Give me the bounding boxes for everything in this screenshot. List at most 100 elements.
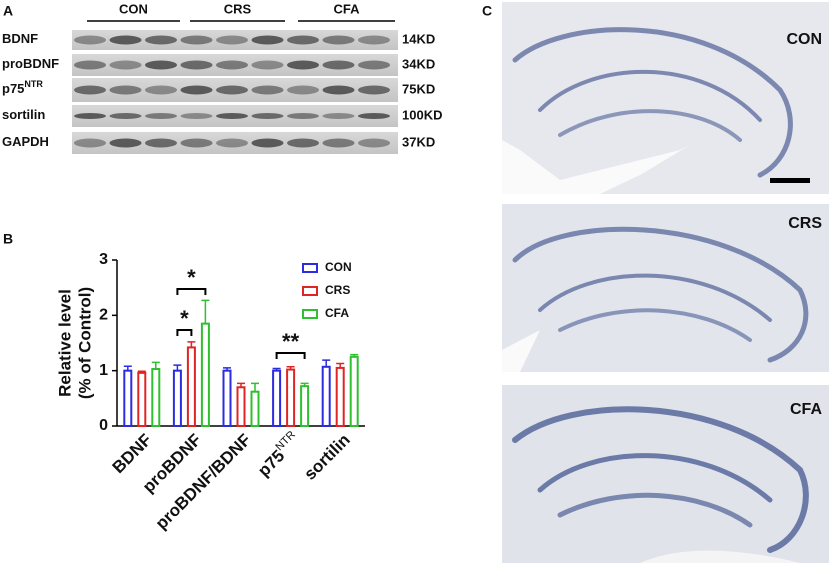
sig-bracket xyxy=(176,329,193,336)
bar xyxy=(137,371,147,428)
bar xyxy=(321,365,331,427)
blot-band xyxy=(109,35,142,45)
blot-size-label: 75KD xyxy=(402,81,435,96)
bar xyxy=(349,355,359,428)
blot-size-label: 100KD xyxy=(402,107,442,122)
blot-band xyxy=(322,113,355,119)
y-axis-label: Relative level xyxy=(55,289,74,397)
x-tick-text: sortilin xyxy=(301,431,355,485)
group-label: CRS xyxy=(224,1,252,16)
blot-row-label: p75NTR xyxy=(2,79,43,96)
blot-band xyxy=(180,113,213,119)
bar xyxy=(151,368,161,427)
error-bar xyxy=(151,361,160,370)
blot-band xyxy=(287,138,319,148)
blot-size-label: 37KD xyxy=(402,134,435,149)
blot-band xyxy=(145,85,177,95)
y-tick-label: 1 xyxy=(99,362,108,379)
blot-size-label: 14KD xyxy=(402,31,435,46)
blot-band xyxy=(358,60,390,70)
blot-band xyxy=(358,85,390,95)
blot-band xyxy=(74,35,106,45)
blot-band xyxy=(358,113,390,119)
blot-band xyxy=(145,60,177,70)
bar xyxy=(335,366,345,427)
bar xyxy=(200,322,210,427)
blot-band xyxy=(145,35,177,45)
bar xyxy=(272,369,282,427)
legend-label: CFA xyxy=(325,306,349,320)
panel-label: A xyxy=(3,3,13,19)
blot-band xyxy=(145,113,177,119)
blot-strip xyxy=(72,30,398,50)
blot-band xyxy=(74,113,106,119)
panel-label: C xyxy=(482,3,492,19)
blot-row-text: proBDNF xyxy=(2,56,59,71)
x-tick-sup: NTR xyxy=(273,429,298,454)
group-label: CON xyxy=(119,1,148,16)
blot-row-label: sortilin xyxy=(2,107,45,122)
bar xyxy=(222,369,232,427)
sig-bracket xyxy=(176,288,207,295)
legend-swatch xyxy=(302,309,318,319)
x-tick-text: proBDNF/BDNF xyxy=(152,431,255,534)
blot-band xyxy=(251,60,284,70)
blot-band xyxy=(74,85,106,95)
blot-band xyxy=(145,138,177,148)
blot-band xyxy=(216,138,248,148)
panel-label: B xyxy=(3,231,13,247)
histology-label: CON xyxy=(786,31,822,48)
blot-band xyxy=(322,60,355,70)
error-bar xyxy=(322,359,331,367)
sig-bracket xyxy=(275,352,306,359)
blot-band xyxy=(322,35,355,45)
group-label: CFA xyxy=(334,1,361,16)
blot-band xyxy=(216,85,248,95)
legend-swatch xyxy=(302,286,318,296)
bar xyxy=(300,385,310,428)
legend-label: CRS xyxy=(325,283,350,297)
blot-band xyxy=(322,138,355,148)
blot-band xyxy=(358,35,390,45)
histology-label: CFA xyxy=(790,401,822,418)
legend-label: CON xyxy=(325,260,352,274)
blot-band xyxy=(180,35,213,45)
blot-band xyxy=(287,113,319,119)
blot-band xyxy=(216,60,248,70)
sig-label: * xyxy=(180,306,189,331)
blot-band xyxy=(216,113,248,119)
blot-band xyxy=(109,60,142,70)
bar xyxy=(172,369,182,427)
blot-row-label: GAPDH xyxy=(2,134,49,149)
error-bar xyxy=(251,382,259,392)
blot-strip xyxy=(72,132,398,154)
blot-band xyxy=(251,138,284,148)
y-tick-label: 0 xyxy=(99,417,108,434)
blot-size-label: 34KD xyxy=(402,56,435,71)
blot-band xyxy=(251,113,284,119)
blot-band xyxy=(109,85,142,95)
bar xyxy=(236,386,246,427)
bar xyxy=(186,346,196,427)
sig-label: ** xyxy=(282,329,300,354)
blot-row-text: sortilin xyxy=(2,107,45,122)
x-tick-label: p75NTR xyxy=(253,429,305,481)
blot-band xyxy=(109,138,142,148)
error-bar xyxy=(201,299,210,324)
bar xyxy=(250,390,260,427)
blot-band xyxy=(287,60,319,70)
x-tick-text: BDNF xyxy=(109,431,156,478)
blot-band xyxy=(180,60,213,70)
blot-band xyxy=(287,35,319,45)
blot-band xyxy=(180,138,213,148)
blot-band xyxy=(109,113,142,119)
blot-band xyxy=(216,35,248,45)
sig-label: * xyxy=(187,265,196,290)
legend-swatch xyxy=(302,263,318,273)
blot-band xyxy=(358,138,390,148)
y-axis-label: (% of Control) xyxy=(75,287,94,399)
histology-label: CRS xyxy=(788,215,822,232)
blot-row-text: GAPDH xyxy=(2,134,49,149)
blot-band xyxy=(251,85,284,95)
